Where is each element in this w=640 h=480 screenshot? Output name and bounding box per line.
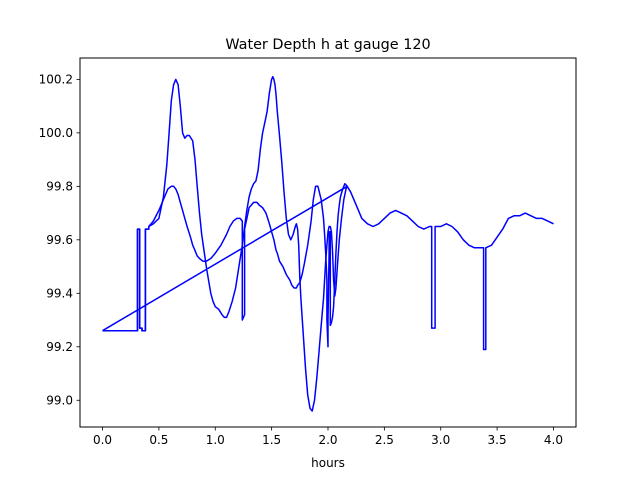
x-tick-label: 2.5 (375, 433, 394, 447)
x-tick-label: 2.0 (318, 433, 337, 447)
y-tick-label: 99.2 (46, 340, 73, 354)
chart-title: Water Depth h at gauge 120 (225, 37, 430, 53)
y-tick-label: 100.2 (39, 73, 73, 87)
y-tick-label: 99.6 (46, 233, 73, 247)
x-axis-label: hours (311, 456, 345, 470)
y-tick-label: 100.0 (39, 126, 73, 140)
series-line-1 (102, 182, 554, 351)
y-tick-label: 99.4 (46, 287, 73, 301)
x-tick-label: 1.0 (206, 433, 225, 447)
plot-frame (79, 57, 577, 428)
plot-area (102, 75, 554, 412)
y-tick-label: 99.0 (46, 393, 73, 407)
x-tick-label: 3.5 (488, 433, 507, 447)
y-axis-ticks: 99.0 99.2 99.4 99.6 99.8 100.0 100.2 (39, 73, 80, 407)
x-tick-label: 3.0 (431, 433, 450, 447)
x-axis-ticks: 0.0 0.5 1.0 1.5 2.0 2.5 3.0 3.5 4.0 (93, 427, 563, 447)
x-tick-label: 1.5 (262, 433, 281, 447)
x-tick-label: 4.0 (544, 433, 563, 447)
x-tick-label: 0.5 (149, 433, 168, 447)
series-line-2 (102, 75, 348, 412)
y-tick-label: 99.8 (46, 180, 73, 194)
x-tick-label: 0.0 (93, 433, 112, 447)
